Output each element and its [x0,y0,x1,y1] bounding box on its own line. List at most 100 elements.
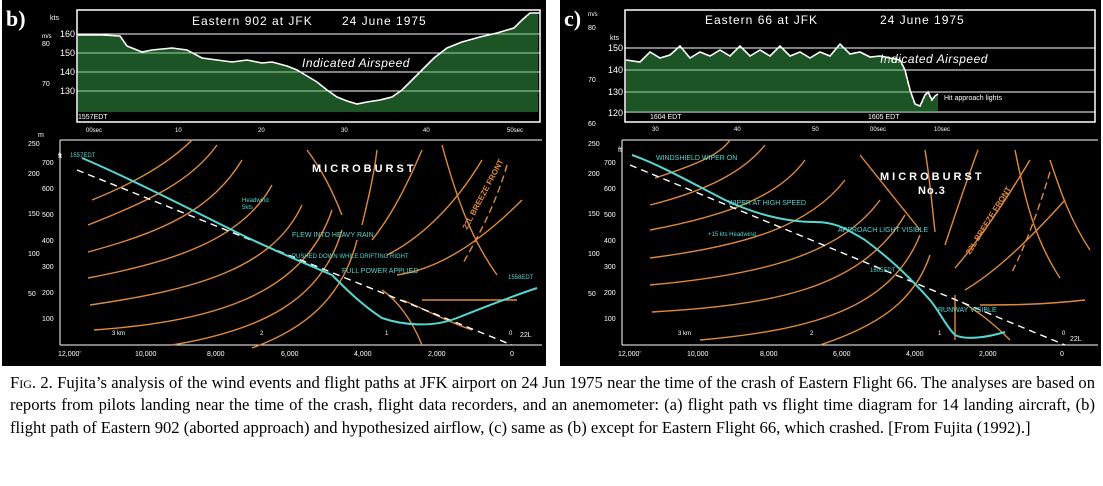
glide-slope-b [76,169,513,346]
time-tick-30-c: 30 [652,127,659,133]
profile-chart-b: m ft 700 600 500 400 300 200 100 250 200… [28,132,542,358]
panel-c-label: c) [564,6,581,31]
caption-figure-number: Fig. 2. [10,373,53,392]
time-tick-30: 30 [341,128,348,134]
km-tick-1-b: 1 [385,331,389,337]
alt-ft-700-b: 700 [42,160,54,167]
ms-tick-80: 80 [42,41,50,48]
breeze-front-c: 22L BREEZE FRONT [964,185,1013,256]
x-tick-2000-c: 2,000 [979,351,997,358]
time-tick-00-c: 00sec [870,127,886,133]
alt-m-100-b: 100 [28,251,40,258]
event-hit-lights: Hit approach lights [944,95,1002,102]
alt-m-250-c: 250 [588,141,600,148]
x-tick-0-c: 0 [1060,351,1064,358]
annotation-runway-visible: RUNWAY VISIBLE [938,307,997,314]
time-tick-00: 00sec [86,128,102,134]
time-label-1557-b: 1557EDT [70,153,96,159]
airspeed-title-c: Indicated Airspeed [880,52,988,66]
time-tick-10-c: 10sec [934,127,950,133]
x-tick-10000-b: 10,000 [135,351,157,358]
alt-m-100-c: 100 [588,251,600,258]
airspeed-bars-c [626,45,938,112]
km-tick-1-c: 1 [938,331,942,337]
alt-m-150-c: 150 [588,211,600,218]
airspeed-trace-c [625,42,939,108]
time-start-b: 1557EDT [78,114,108,121]
panel-c: c) Eastern 66 at JFK 24 June 1975 m/s kt… [560,0,1101,366]
km-tick-0-c: 0 [1062,331,1066,337]
x-tick-4000-b: 4,000 [354,351,372,358]
kts-tick-130: 130 [60,86,75,96]
alt-ft-300-b: 300 [42,264,54,271]
airspeed-chart-c: Eastern 66 at JFK 24 June 1975 m/s kts 1… [588,9,1096,133]
ms-tick-60-c: 60 [588,121,596,128]
panel-b-title: Eastern 902 at JFK [192,14,313,28]
annotation-wiper-high: WIPER AT HIGH SPEED [728,200,806,207]
km-tick-3-b: 3 km [112,331,125,337]
annotation-approach-light: APPROACH LIGHT VISIBLE [838,227,928,234]
breeze-front-b: 22L BREEZE FRONT [461,158,506,231]
panel-c-title: Eastern 66 at JFK [705,13,818,27]
km-tick-2-c: 2 [810,331,814,337]
ms-tick-80-c: 80 [588,25,596,32]
time-tick-50-c: 50 [812,127,819,133]
alt-ft-100-b: 100 [42,316,54,323]
time-tick-50: 50sec [507,128,523,134]
runway-label-c: 22L [1070,336,1082,343]
microburst-subtitle-c: No.3 [918,185,946,197]
time-label-1605-c: 1605EDT [870,268,896,274]
kts-tick-160: 160 [60,29,75,39]
x-tick-12000-c: 12,000' [618,351,641,358]
x-tick-2000-b: 2,000 [428,351,446,358]
figure-caption: Fig. 2. Fujita’s analysis of the wind ev… [10,372,1095,439]
alt-ft-300-c: 300 [604,264,616,271]
km-tick-2-b: 2 [260,331,264,337]
microburst-title-b: MICROBURST [312,163,417,175]
x-tick-8000-c: 8,000 [760,351,778,358]
time-tick-40: 40 [423,128,430,134]
km-tick-3-c: 3 km [678,331,691,337]
time-tick-40-c: 40 [734,127,741,133]
panel-c-date: 24 June 1975 [880,13,965,27]
flight-path-b [81,157,538,326]
headwind-label-b: Headwind [242,198,269,204]
alt-ft-200-b: 200 [42,290,54,297]
caption-text: Fujita’s analysis of the wind events and… [10,373,1096,437]
annotation-heavy-rain: FLEW INTO HEAVY RAIN [292,232,374,239]
alt-ft-200-c: 200 [604,290,616,297]
time-start-c: 1604 EDT [650,114,682,121]
flight-path-c [631,154,1006,339]
runway-label-b: 22L [520,332,532,339]
time-tick-20: 20 [258,128,265,134]
x-tick-12000-b: 12,000' [58,351,81,358]
ms-tick-70-c: 70 [588,77,596,84]
time-label-1558-b: 1558EDT [508,275,534,281]
airspeed-title-b: Indicated Airspeed [302,56,410,70]
panel-b-label: b) [6,6,26,31]
streamlines-c [649,139,1091,346]
alt-m-250-b: 250 [28,141,40,148]
alt-m-label-b: m [38,132,44,139]
annotation-headwind-c: +15 kts Headwind [708,232,756,238]
annotation-windshield-wiper: WINDSHIELD WIPER ON [656,155,737,162]
alt-m-200-c: 200 [588,171,600,178]
alt-m-150-b: 150 [28,211,40,218]
ms-label-b: m/s [42,34,52,40]
alt-ft-400-c: 400 [604,238,616,245]
alt-m-50-b: 50 [28,291,36,298]
kts-tick-120-c: 120 [608,108,623,118]
x-tick-8000-b: 8,000 [207,351,225,358]
kts-tick-140-c: 140 [608,65,623,75]
x-tick-0-b: 0 [510,351,514,358]
alt-ft-100-c: 100 [604,316,616,323]
kts-tick-150: 150 [60,48,75,58]
x-tick-6000-c: 6,000 [833,351,851,358]
annotation-pushed-down: PUSHED DOWN WHILE DRIFTING RIGHT [292,254,409,260]
ms-label-c: m/s [588,12,598,18]
alt-ft-500-b: 500 [42,212,54,219]
airspeed-bars-b [78,13,538,112]
x-tick-4000-c: 4,000 [906,351,924,358]
time-mid-c: 1605 EDT [868,114,900,121]
